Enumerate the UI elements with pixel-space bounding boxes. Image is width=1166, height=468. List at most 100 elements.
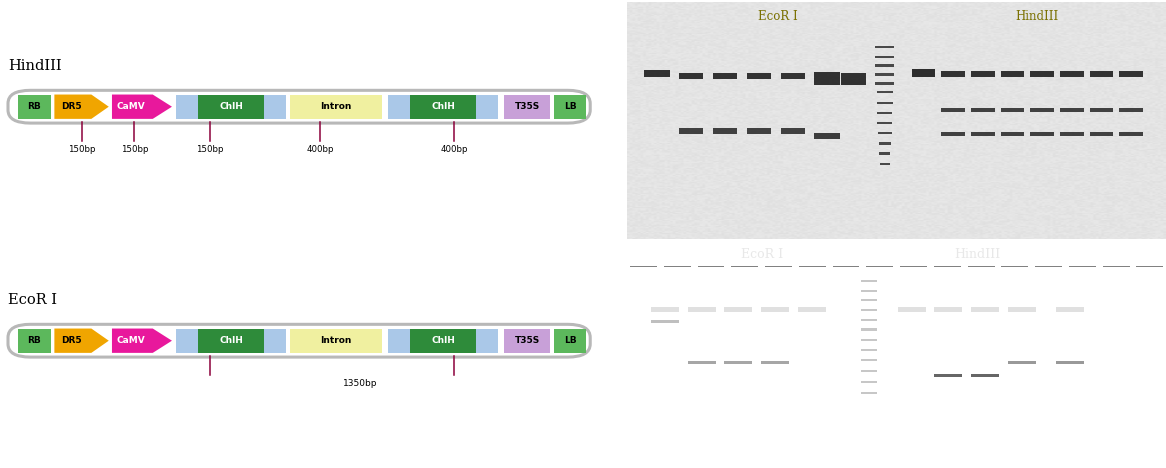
Bar <box>876 73 894 76</box>
Bar <box>651 320 679 323</box>
Bar <box>861 392 877 394</box>
Bar <box>1060 132 1083 136</box>
Bar <box>861 280 877 282</box>
Bar <box>265 95 287 119</box>
Bar <box>971 374 999 377</box>
Bar <box>388 95 410 119</box>
Bar <box>663 266 690 267</box>
Text: DR5: DR5 <box>62 102 82 111</box>
Bar <box>941 71 965 77</box>
Bar <box>747 73 771 79</box>
Bar <box>861 309 877 311</box>
Bar <box>630 266 656 267</box>
Bar <box>290 95 382 119</box>
Bar <box>1119 71 1143 77</box>
Bar <box>1056 307 1084 312</box>
Bar <box>679 73 703 79</box>
Bar <box>1119 132 1143 136</box>
Text: DR5: DR5 <box>62 336 82 345</box>
Bar <box>747 128 771 133</box>
Bar <box>554 95 586 119</box>
Text: LB: LB <box>564 336 576 345</box>
Text: T35S: T35S <box>514 336 540 345</box>
Bar <box>198 329 265 353</box>
Text: EcoR I: EcoR I <box>758 10 798 23</box>
Bar <box>898 307 926 312</box>
Bar <box>1069 266 1096 267</box>
Bar <box>724 307 752 312</box>
Text: CaMV: CaMV <box>117 336 146 345</box>
Bar <box>877 111 892 114</box>
Text: ChlH: ChlH <box>431 336 455 345</box>
Bar <box>879 142 891 145</box>
Text: 400bp: 400bp <box>307 145 333 154</box>
Bar <box>877 102 893 104</box>
Bar <box>761 307 789 312</box>
Bar <box>476 329 498 353</box>
Bar <box>971 132 995 136</box>
Bar <box>912 69 935 77</box>
Bar <box>410 95 476 119</box>
Text: 1350bp: 1350bp <box>343 379 377 388</box>
Text: RB: RB <box>28 336 41 345</box>
Polygon shape <box>112 329 171 353</box>
Text: RB: RB <box>28 102 41 111</box>
Text: ChlH: ChlH <box>219 336 243 345</box>
Polygon shape <box>55 329 108 353</box>
Text: 150bp: 150bp <box>196 145 223 154</box>
Bar <box>900 266 927 267</box>
Bar <box>265 329 287 353</box>
Bar <box>1089 71 1114 77</box>
Bar <box>934 374 962 377</box>
Bar <box>833 266 859 267</box>
Bar <box>1007 307 1035 312</box>
Bar <box>1089 132 1114 136</box>
Bar <box>1137 266 1164 267</box>
Text: LB: LB <box>564 102 576 111</box>
Bar <box>1060 108 1083 112</box>
Text: ChlH: ChlH <box>431 102 455 111</box>
Bar <box>724 361 752 364</box>
Bar <box>876 46 894 48</box>
Bar <box>1000 108 1024 112</box>
Bar <box>761 361 789 364</box>
Bar <box>651 307 679 312</box>
Bar <box>290 329 382 353</box>
Bar <box>1000 132 1024 136</box>
Bar <box>1060 71 1083 77</box>
Bar <box>644 70 669 77</box>
Bar <box>1119 108 1143 112</box>
Bar <box>731 266 758 267</box>
Bar <box>1031 132 1054 136</box>
Bar <box>504 95 550 119</box>
Bar <box>176 329 198 353</box>
Text: HindIII: HindIII <box>8 59 62 73</box>
Bar <box>176 95 198 119</box>
Bar <box>971 307 999 312</box>
Text: ChlH: ChlH <box>219 102 243 111</box>
Bar <box>476 95 498 119</box>
Bar <box>1031 71 1054 77</box>
Bar <box>679 128 703 133</box>
Text: HindIII: HindIII <box>955 248 1000 261</box>
Bar <box>934 307 962 312</box>
Bar <box>878 132 892 134</box>
Bar <box>688 361 716 364</box>
Bar <box>877 122 892 124</box>
Bar <box>876 82 894 85</box>
Bar <box>1089 108 1114 112</box>
Bar <box>198 95 265 119</box>
Bar <box>798 307 826 312</box>
Bar <box>877 91 893 93</box>
Bar <box>879 153 890 155</box>
Bar <box>934 266 961 267</box>
Text: CaMV: CaMV <box>117 102 146 111</box>
Bar <box>861 338 877 341</box>
Bar <box>861 380 877 382</box>
Bar <box>504 329 550 353</box>
Bar <box>712 73 737 79</box>
Bar <box>814 72 840 85</box>
Text: HindIII: HindIII <box>1016 10 1059 23</box>
Polygon shape <box>55 95 108 119</box>
Bar <box>1056 361 1084 364</box>
